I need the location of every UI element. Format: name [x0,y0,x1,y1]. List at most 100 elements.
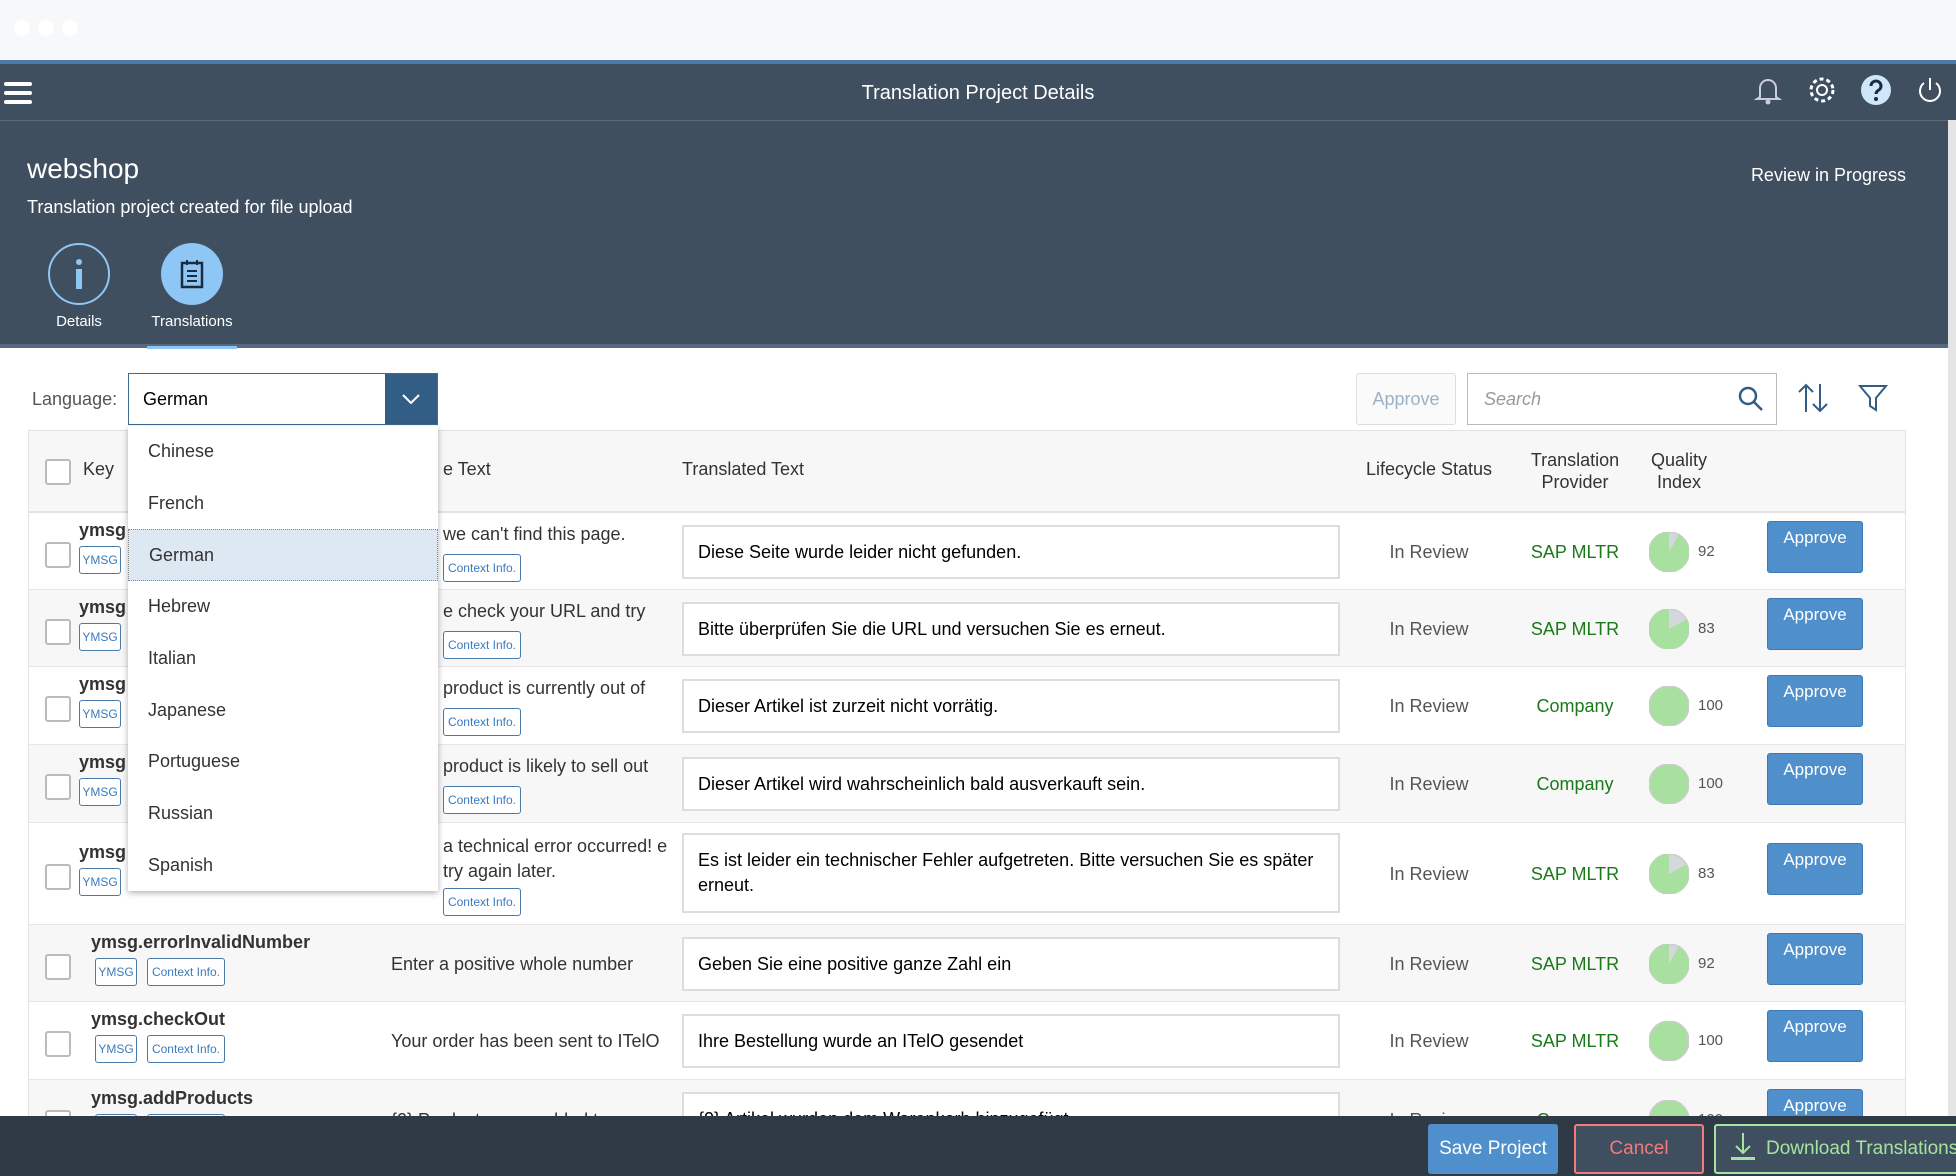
language-option[interactable]: Italian [128,633,438,685]
search-input[interactable]: Search [1467,373,1777,425]
sort-icon[interactable] [1796,382,1830,419]
search-icon[interactable] [1738,386,1764,417]
context-info-tag[interactable]: Context Info. [147,957,225,986]
approve-button[interactable]: Approve [1767,597,1863,650]
context-info-tag[interactable]: Context Info. [443,786,521,814]
translated-text-input[interactable]: Dieser Artikel wird wahrscheinlich bald … [682,757,1340,811]
header-provider: Translation Provider [1530,450,1620,492]
row-checkbox[interactable] [45,618,71,645]
translation-provider: SAP MLTR [1530,953,1620,974]
tab-translations[interactable]: Translations [137,243,247,349]
quality-fill [1649,531,1689,572]
ymsg-tag[interactable]: YMSG [79,700,121,728]
translated-text-input[interactable]: Diese Seite wurde leider nicht gefunden. [682,525,1340,579]
translation-provider: SAP MLTR [1530,864,1620,884]
quality-value: 100 [1698,775,1724,792]
row-checkbox[interactable] [45,774,71,800]
translated-text: Es ist leider ein technischer Fehler auf… [698,850,1314,895]
select-all-checkbox[interactable] [45,459,71,485]
chevron-down-icon[interactable] [385,374,437,424]
ymsg-tag[interactable]: YMSG [79,778,121,806]
language-option[interactable]: German [128,529,438,582]
translation-provider: SAP MLTR [1530,1031,1620,1051]
translated-text-input[interactable]: {0} Artikel wurden dem Warenkorb hinzuge… [682,1092,1340,1119]
language-option[interactable]: Spanish [128,840,438,892]
translated-text: Geben Sie eine positive ganze Zahl ein [698,953,1012,974]
notepad-icon [161,243,223,305]
translated-text-input[interactable]: Es ist leider ein technischer Fehler auf… [682,833,1340,913]
quality-pie-chart [1649,608,1689,649]
context-info-tag[interactable]: Context Info. [443,630,521,659]
language-select[interactable]: German [128,373,438,425]
approve-button[interactable]: Approve [1767,1010,1863,1062]
approve-button[interactable]: Approve [1767,1089,1863,1119]
language-option-label: German [149,544,215,565]
tab-details[interactable]: Details [24,243,134,330]
approve-button[interactable]: Approve [1767,843,1863,895]
bell-icon[interactable] [1752,74,1784,106]
row-checkbox[interactable] [45,696,71,722]
approve-button[interactable]: Approve [1767,675,1863,727]
tab-label: Translations [151,313,233,330]
language-option[interactable]: Japanese [128,684,438,736]
gear-icon[interactable] [1806,74,1838,106]
quality-value: 83 [1698,865,1715,882]
quality-pie-chart [1649,764,1689,804]
context-info-tag[interactable]: Context Info. [443,553,521,582]
language-option-label: French [148,493,205,514]
tab-label: Details [56,313,102,330]
header-source: e Text [443,459,491,479]
filter-icon[interactable] [1857,384,1889,417]
row-key: ymsg [79,519,127,540]
approve-button[interactable]: Approve [1767,520,1863,573]
row-key: ymsg.checkOut [91,1009,226,1029]
row-checkbox[interactable] [45,541,71,568]
info-icon [48,243,110,305]
source-text: Your order has been sent to ITelO [391,1031,660,1051]
translated-text-input[interactable]: Geben Sie eine positive ganze Zahl ein [682,937,1340,991]
header-key: Key [83,459,115,479]
language-option[interactable]: Portuguese [128,736,438,788]
row-checkbox[interactable] [45,953,71,980]
save-project-button[interactable]: Save Project [1428,1124,1558,1174]
help-icon[interactable] [1860,74,1892,106]
quality-fill [1649,943,1689,984]
lifecycle-status: In Review [1389,774,1469,794]
language-option[interactable]: Chinese [128,426,438,478]
download-translations-button[interactable]: Download Translations [1714,1124,1956,1174]
approve-selected-button[interactable]: Approve [1356,373,1456,425]
ymsg-tag[interactable]: YMSG [79,622,121,651]
row-checkbox[interactable] [45,864,71,890]
context-info-tag[interactable]: Context Info. [443,708,521,736]
row-checkbox[interactable] [45,1110,71,1119]
ymsg-tag[interactable]: YMSG [79,868,121,896]
row-checkbox[interactable] [45,1031,71,1057]
ymsg-tag[interactable]: YMSG [95,957,137,986]
translated-text-input[interactable]: Dieser Artikel ist zurzeit nicht vorräti… [682,679,1340,733]
approve-button[interactable]: Approve [1767,932,1863,985]
browser-bar [0,0,1956,60]
approve-button[interactable]: Approve [1767,753,1863,805]
menu-icon[interactable] [4,82,32,104]
translated-text: Diese Seite wurde leider nicht gefunden. [698,541,1022,562]
object-header: webshop Translation project created for … [0,120,1948,349]
source-text: product is currently out of [443,678,646,698]
source-text: {0} Products were added to your [391,1110,649,1120]
translated-text: Dieser Artikel wird wahrscheinlich bald … [698,773,1146,794]
quality-pie-chart [1649,854,1689,894]
language-option[interactable]: French [128,478,438,530]
ymsg-tag[interactable]: YMSG [95,1035,137,1063]
translated-text-input[interactable]: Bitte überprüfen Sie die URL und versuch… [682,602,1340,656]
language-option[interactable]: Hebrew [128,581,438,633]
ymsg-tag[interactable]: YMSG [79,545,121,574]
cancel-button[interactable]: Cancel [1574,1124,1704,1174]
language-option[interactable]: Russian [128,788,438,840]
power-icon[interactable] [1914,74,1946,106]
context-info-tag[interactable]: Context Info. [443,888,521,916]
translated-text-input[interactable]: Ihre Bestellung wurde an ITelO gesendet [682,1014,1340,1068]
quality-pie-chart [1649,686,1689,726]
quality-pie-chart [1649,1100,1689,1119]
context-info-tag[interactable]: Context Info. [147,1035,225,1063]
translation-provider: Company [1536,1110,1614,1120]
scrollbar[interactable] [1948,120,1956,1116]
